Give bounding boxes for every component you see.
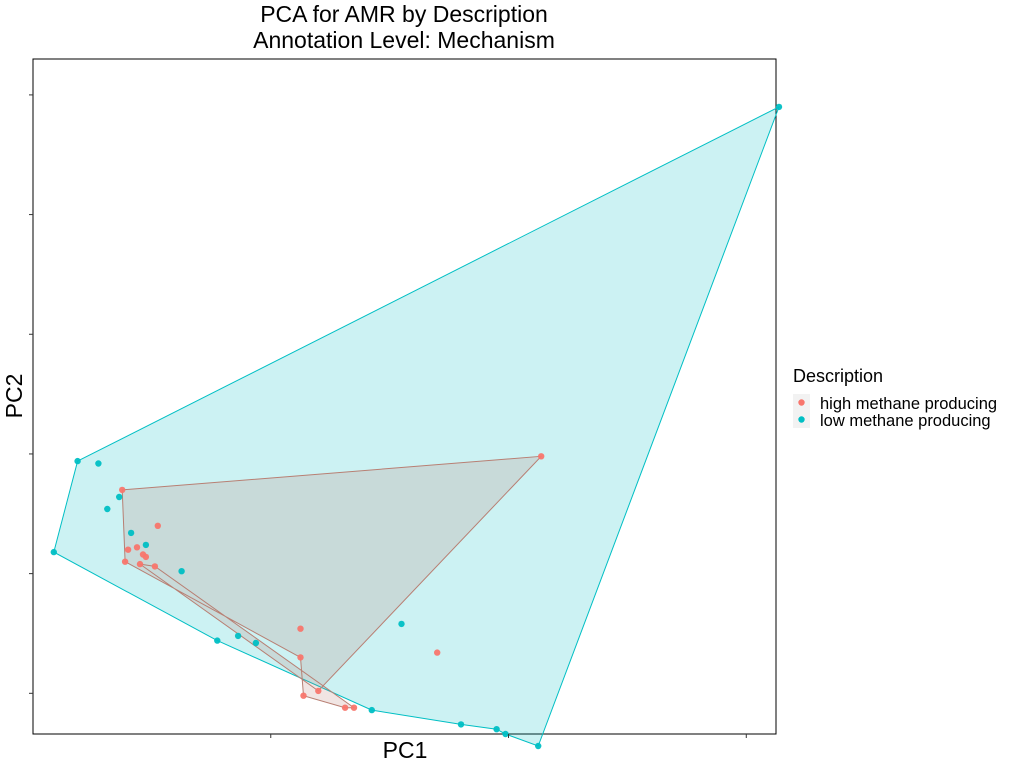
point-low-methane [493,726,500,733]
point-low-methane [95,460,102,467]
point-low-methane [178,568,185,575]
point-high-methane [297,625,304,632]
hull-low-methane [53,105,780,747]
legend-title: Description [793,366,883,386]
point-low-methane [104,505,111,513]
y-axis-title: PC2 [1,374,27,419]
point-high-methane [133,544,141,551]
point-high-methane [315,687,322,695]
legend-key-low-methane [798,416,805,423]
point-high-methane [124,546,132,553]
point-low-methane [368,706,375,714]
point-high-methane [297,654,304,661]
hull-layer [53,105,780,747]
point-low-methane [142,541,150,549]
legend-key-high-methane [798,399,805,406]
point-low-methane [116,493,123,501]
point-high-methane [151,563,159,570]
point-low-methane [74,457,81,465]
x-axis-title: PC1 [383,737,428,763]
point-high-methane [350,704,358,711]
chart-title: PCA for AMR by Description [260,1,548,27]
point-high-methane [154,522,161,529]
point-low-methane [252,639,260,647]
point-low-methane [535,742,542,750]
point-low-methane [457,721,465,728]
point-high-methane [119,486,126,494]
point-low-methane [234,632,242,640]
point-high-methane [434,649,441,656]
legend: Description high methane producing low m… [793,366,997,430]
point-high-methane [121,558,129,565]
point-low-methane [214,637,221,644]
point-low-methane [502,730,509,738]
point-high-methane [300,692,307,699]
chart-subtitle: Annotation Level: Mechanism [253,27,555,53]
point-low-methane [775,103,783,111]
tick-layer [29,94,747,738]
legend-label-low-methane: low methane producing [820,412,991,430]
legend-label-high-methane: high methane producing [820,395,997,413]
point-high-methane [538,453,545,460]
point-high-methane [142,553,150,561]
point-high-methane [341,704,349,711]
point-high-methane [136,560,144,568]
point-layer [50,103,783,750]
point-low-methane [127,529,135,537]
point-low-methane [398,620,405,628]
point-low-methane [50,548,57,556]
